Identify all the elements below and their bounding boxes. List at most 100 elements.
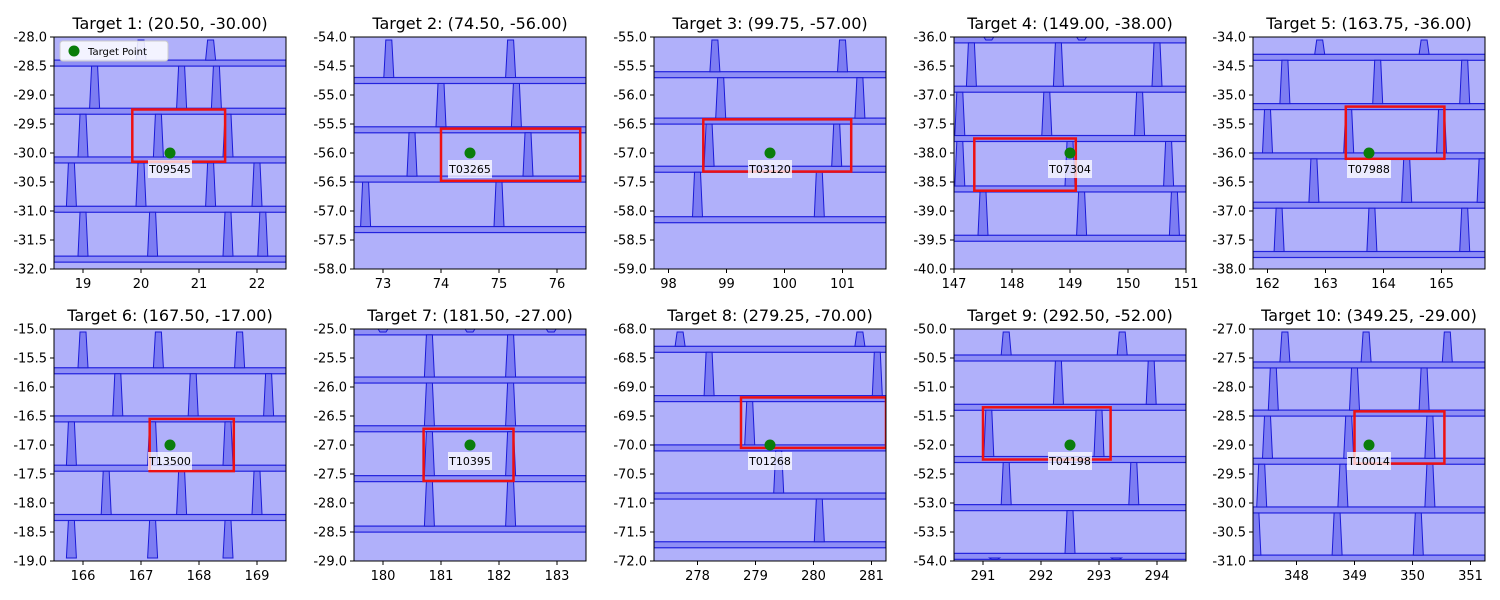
connector [1064, 510, 1076, 554]
y-tick-label: -36.5 [1212, 176, 1246, 191]
y-tick-label: -28.0 [13, 31, 47, 46]
connector [1279, 331, 1291, 363]
subplot-7: T10395 Target 7: (181.50, -27.00) -29.0 -28… [313, 306, 587, 584]
subplot-title: Target 5: (163.75, -36.00) [1265, 14, 1471, 33]
connector [1163, 141, 1175, 187]
x-tick-label: 75 [491, 277, 508, 292]
connector [1076, 37, 1088, 41]
y-tick-label: -29.0 [313, 555, 347, 570]
y-tick-label: -29.0 [1212, 439, 1246, 454]
y-tick-label: -68.5 [613, 352, 647, 367]
target-point [1064, 439, 1076, 451]
y-tick-label: -69.5 [613, 410, 647, 425]
y-tick-label: -15.0 [13, 323, 47, 338]
connector [135, 162, 147, 207]
x-tick-label: 350 [1400, 569, 1425, 584]
x-tick-label: 166 [71, 569, 96, 584]
y-tick-label: -56.5 [613, 118, 647, 133]
y-tick-label: -54.0 [913, 555, 947, 570]
connector [77, 331, 89, 369]
target-point [764, 439, 776, 451]
x-tick-label: 149 [1058, 277, 1083, 292]
row-strip [54, 255, 286, 263]
connector [1253, 512, 1262, 556]
y-tick-label: -58.0 [613, 205, 647, 220]
y-tick-label: -29.5 [13, 118, 47, 133]
highlight-box [439, 127, 582, 183]
connector [435, 83, 447, 128]
x-tick-label: 281 [859, 569, 884, 584]
subplot-1: T09545 Target 1: (20.50, -30.00) -32.0 -31.… [13, 14, 287, 292]
x-tick-label: 180 [371, 569, 396, 584]
connector [147, 520, 159, 559]
x-tick-label: 291 [971, 569, 996, 584]
y-tick-label: -52.0 [913, 439, 947, 454]
y-tick-label: -25.5 [313, 352, 347, 367]
target-point [464, 147, 476, 159]
x-tick-label: 182 [487, 569, 512, 584]
connector [1331, 512, 1343, 556]
y-tick-label: -59.0 [613, 263, 647, 278]
y-tick-label: -18.5 [13, 526, 47, 541]
y-tick-label: -36.0 [1212, 147, 1246, 162]
x-tick-label: 280 [801, 569, 826, 584]
y-tick-label: -37.0 [1212, 205, 1246, 220]
y-tick-label: -40.0 [913, 263, 947, 278]
connector [871, 351, 883, 397]
target-label: T01268 [748, 455, 791, 468]
y-tick-label: -39.5 [913, 234, 947, 249]
connector [1418, 39, 1430, 55]
connector [1000, 331, 1012, 356]
y-tick-label: -39.0 [913, 205, 947, 220]
connector [965, 42, 977, 87]
connector [377, 329, 389, 333]
connector [1418, 367, 1430, 411]
target-point [164, 147, 176, 159]
y-tick-label: -32.0 [13, 263, 47, 278]
x-tick-label: 148 [1000, 277, 1025, 292]
target-point [464, 439, 476, 451]
grid-features [1253, 39, 1485, 259]
connector [1000, 462, 1012, 506]
row-strip [654, 345, 886, 353]
subplot-4: T07304 Target 4: (149.00, -38.00) -40.0 -39… [913, 14, 1198, 292]
row-strip [954, 37, 1186, 44]
y-tick-label: -53.5 [913, 526, 947, 541]
connector [1134, 91, 1146, 136]
y-tick-label: -56.0 [313, 147, 347, 162]
target-label: T07304 [1048, 163, 1091, 176]
y-tick-label: -52.5 [913, 468, 947, 483]
connector [977, 191, 989, 236]
y-tick-label: -58.5 [613, 234, 647, 249]
connector [423, 382, 435, 427]
x-tick-label: 349 [1342, 569, 1367, 584]
connector [703, 351, 715, 397]
x-tick-label: 19 [75, 277, 92, 292]
highlight-box [422, 427, 515, 483]
connector [112, 373, 124, 417]
y-tick-label: -27.0 [1212, 323, 1246, 338]
x-tick-label: 74 [433, 277, 450, 292]
connector [1116, 331, 1128, 356]
x-tick-label: 22 [249, 277, 266, 292]
target-label-bg [1048, 452, 1092, 470]
highlight-box [739, 396, 886, 450]
subplot-title: Target 6: (167.50, -17.00) [66, 306, 272, 325]
y-tick-label: -29.5 [1212, 468, 1246, 483]
connector [1424, 415, 1436, 459]
connector [674, 331, 686, 347]
y-tick-label: -35.5 [1212, 118, 1246, 133]
row-strip [54, 513, 286, 522]
target-label-bg [448, 452, 492, 470]
connector [205, 162, 217, 207]
connector [1093, 409, 1105, 457]
highlight-box [148, 417, 236, 473]
target-label: T09545 [148, 163, 191, 176]
connector [1343, 415, 1355, 459]
connector [510, 83, 522, 128]
y-tick-label: -18.0 [13, 497, 47, 512]
connector [1256, 463, 1268, 508]
x-tick-label: 150 [1116, 277, 1141, 292]
connector [234, 331, 246, 369]
y-tick-label: -16.5 [13, 410, 47, 425]
